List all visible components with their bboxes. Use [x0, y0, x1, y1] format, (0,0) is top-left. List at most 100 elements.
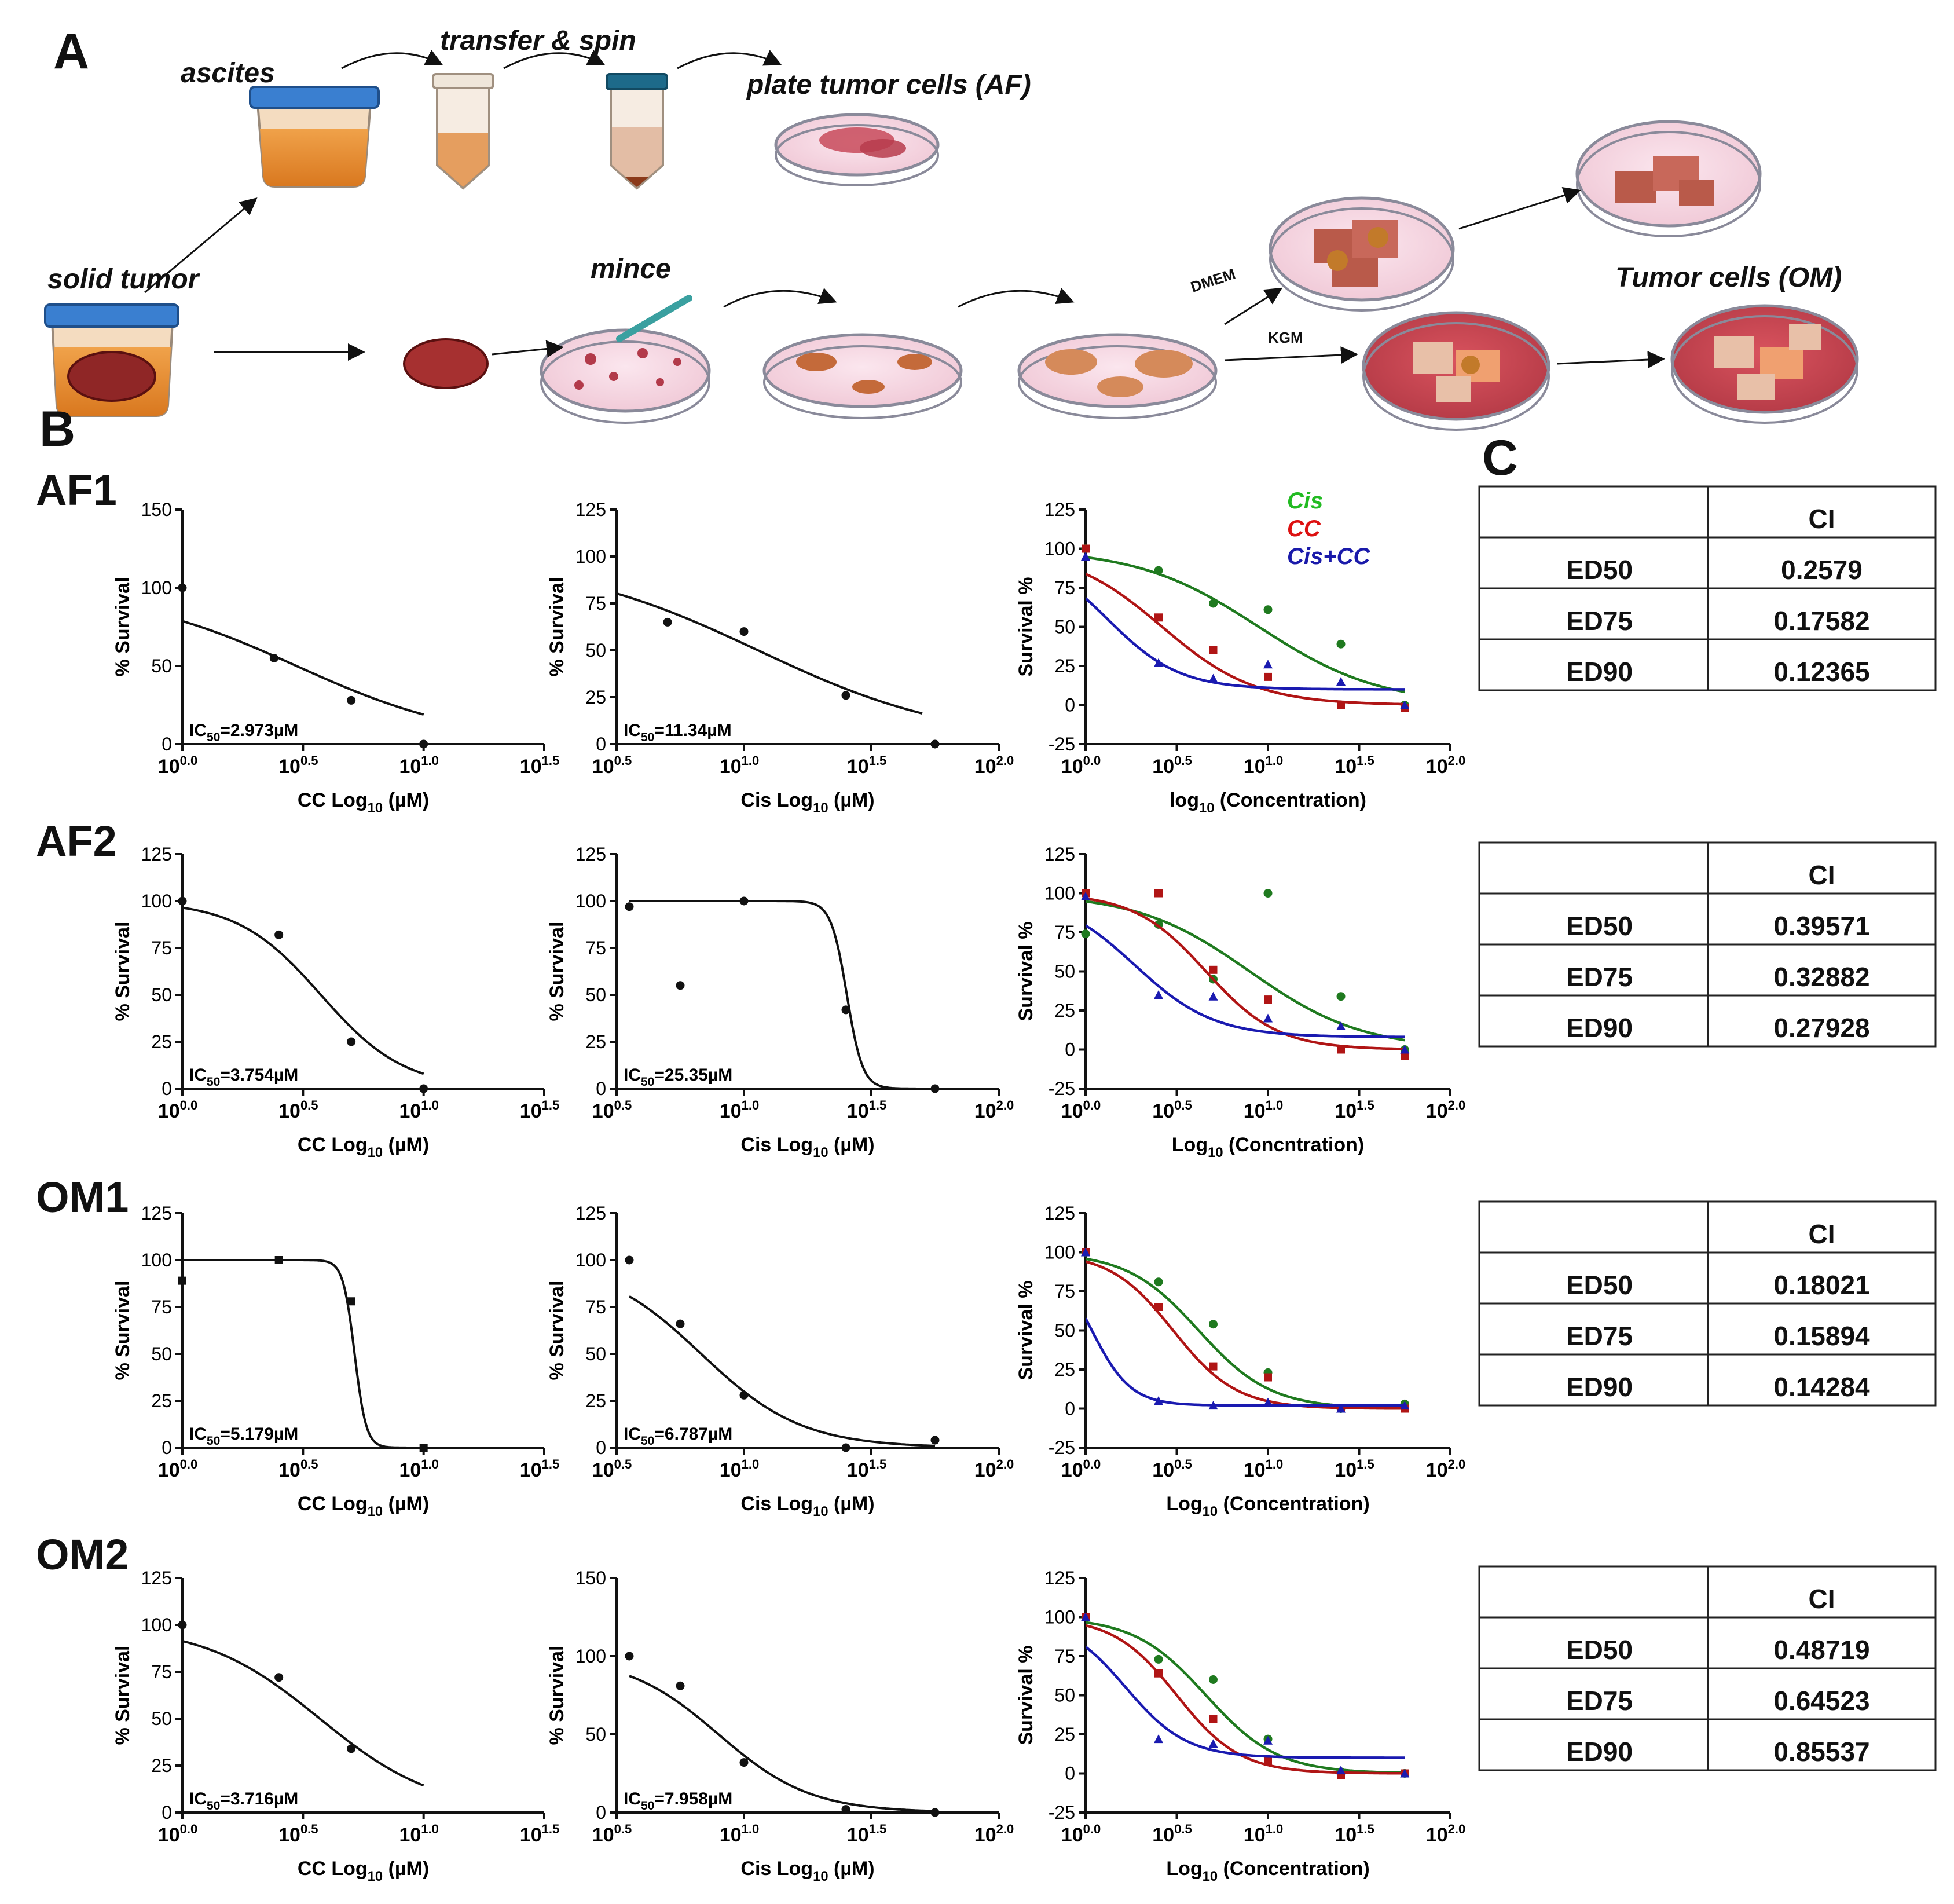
x-axis-label-rest: (µM) — [383, 1858, 429, 1880]
x-tick-label: 102.0 — [974, 1457, 1014, 1481]
y-tick-label: 125 — [1044, 1203, 1075, 1224]
ic50-annotation: IC50=3.716µM — [189, 1789, 298, 1813]
mince-dish-icon — [540, 295, 711, 424]
data-point-cc — [1154, 1303, 1163, 1311]
data-point — [930, 1084, 940, 1093]
data-point-cc — [1209, 1362, 1218, 1371]
x-tick-label: 101.0 — [720, 1098, 759, 1122]
x-tick-base: 10 — [158, 1824, 180, 1846]
data-point-cis-cc — [1154, 1396, 1163, 1405]
data-point — [676, 1681, 685, 1690]
y-axis-label: % Survival — [112, 922, 134, 1021]
data-point — [178, 1620, 187, 1630]
data-point-cis — [1209, 599, 1218, 608]
x-tick-base: 10 — [278, 756, 300, 778]
x-tick-base: 10 — [592, 1100, 614, 1122]
y-tick-label: 75 — [151, 1661, 172, 1682]
data-point — [841, 1805, 850, 1814]
label-plate-tumor-cells: plate tumor cells (AF) — [746, 69, 1031, 100]
x-tick-label: 100.5 — [278, 1098, 318, 1122]
ic50-prefix: IC — [624, 1425, 641, 1444]
x-axis-label-part: Cis Log — [740, 1493, 813, 1515]
x-tick-exponent: 0.5 — [1174, 1822, 1192, 1836]
x-axis-label-part: log — [1170, 789, 1199, 811]
y-tick-label: 100 — [141, 891, 172, 911]
ic50-annotation: IC50=6.787µM — [624, 1425, 732, 1448]
x-tick-base: 10 — [847, 756, 869, 778]
x-tick-exponent: 0.0 — [1083, 1822, 1101, 1836]
fit-curve — [629, 900, 935, 1090]
data-point-cis-cc — [1263, 1397, 1273, 1407]
data-point-cc — [1209, 1715, 1218, 1723]
data-point-cis — [1336, 992, 1346, 1001]
fit-curve-cc — [1086, 897, 1405, 1050]
y-tick-label: 125 — [575, 1203, 606, 1224]
x-tick-base: 10 — [1426, 1459, 1448, 1481]
data-point-cis — [1209, 1320, 1218, 1329]
x-axis-label-sub: 10 — [813, 1869, 828, 1884]
y-axis-label: % Survival — [546, 922, 568, 1021]
ic50-value: =2.973µM — [220, 721, 298, 740]
x-tick-label: 101.5 — [520, 1457, 559, 1481]
x-tick-base: 10 — [847, 1459, 869, 1481]
data-point-cc — [1209, 646, 1218, 654]
x-tick-label: 101.5 — [520, 753, 559, 778]
y-tick-label: 50 — [585, 1343, 606, 1364]
x-tick-label: 101.0 — [1244, 1822, 1283, 1846]
x-tick-exponent: 1.0 — [421, 1098, 439, 1112]
ic50-sub: 50 — [641, 1075, 654, 1089]
y-axis-label: Survival % — [1015, 1281, 1037, 1381]
x-axis-label-sub: 10 — [1199, 800, 1214, 816]
data-point — [274, 1673, 284, 1682]
data-point-cis-cc — [1081, 1612, 1090, 1621]
x-axis-label-sub: 10 — [368, 1145, 383, 1160]
fit-curve-cc — [1086, 1260, 1405, 1410]
x-tick-base: 10 — [1335, 1459, 1357, 1481]
y-axis-label: Survival % — [1015, 577, 1037, 677]
ci-table-row-label: ED50 — [1566, 555, 1633, 585]
y-tick-label: 100 — [575, 1250, 606, 1270]
y-tick-label: 0 — [162, 1437, 172, 1458]
x-tick-label: 100.0 — [1061, 1822, 1101, 1846]
ic50-prefix: IC — [624, 721, 641, 740]
x-tick-label: 101.0 — [399, 1098, 438, 1122]
x-tick-label: 100.5 — [592, 1457, 632, 1481]
ic50-annotation: IC50=25.35µM — [624, 1065, 732, 1089]
x-tick-base: 10 — [592, 1824, 614, 1846]
data-point — [419, 1444, 428, 1452]
x-tick-base: 10 — [1244, 1459, 1266, 1481]
x-tick-label: 102.0 — [1426, 1822, 1465, 1846]
y-tick-label: 25 — [1054, 1359, 1075, 1380]
y-axis-label: % Survival — [112, 577, 134, 677]
data-point-cis — [1263, 889, 1273, 898]
ci-table-row-label: ED50 — [1566, 1270, 1633, 1300]
label-tumor-cells-om: Tumor cells (OM) — [1615, 262, 1842, 293]
ic50-annotation: IC50=11.34µM — [624, 721, 732, 744]
data-point-cis — [1154, 1654, 1163, 1664]
x-tick-base: 10 — [399, 1100, 421, 1122]
y-tick-label: 100 — [1044, 1607, 1075, 1628]
data-point-cis-cc — [1400, 700, 1410, 709]
ci-table-row-label: ED90 — [1566, 1372, 1633, 1402]
data-point-cc — [1264, 1756, 1272, 1765]
data-point-cc — [1264, 672, 1272, 681]
x-tick-base: 10 — [1061, 1100, 1083, 1122]
x-tick-exponent: 1.0 — [742, 1098, 760, 1112]
ic50-sub: 50 — [207, 731, 220, 744]
x-axis-label: Cis Log10 (µM) — [740, 1493, 874, 1519]
x-tick-base: 10 — [399, 756, 421, 778]
x-tick-label: 102.0 — [1426, 753, 1465, 778]
data-point — [739, 896, 749, 906]
data-point-cc — [1154, 1669, 1163, 1678]
x-axis-label-part: Cis Log — [740, 1134, 813, 1156]
x-tick-base: 10 — [399, 1459, 421, 1481]
x-axis-label-rest: (µM) — [828, 789, 875, 811]
data-point — [739, 627, 749, 636]
ci-table-row-label: ED90 — [1566, 657, 1633, 687]
kgm-dish-icon — [1362, 311, 1550, 431]
y-tick-label: 125 — [141, 1568, 172, 1588]
x-tick-exponent: 2.0 — [1448, 1457, 1466, 1471]
